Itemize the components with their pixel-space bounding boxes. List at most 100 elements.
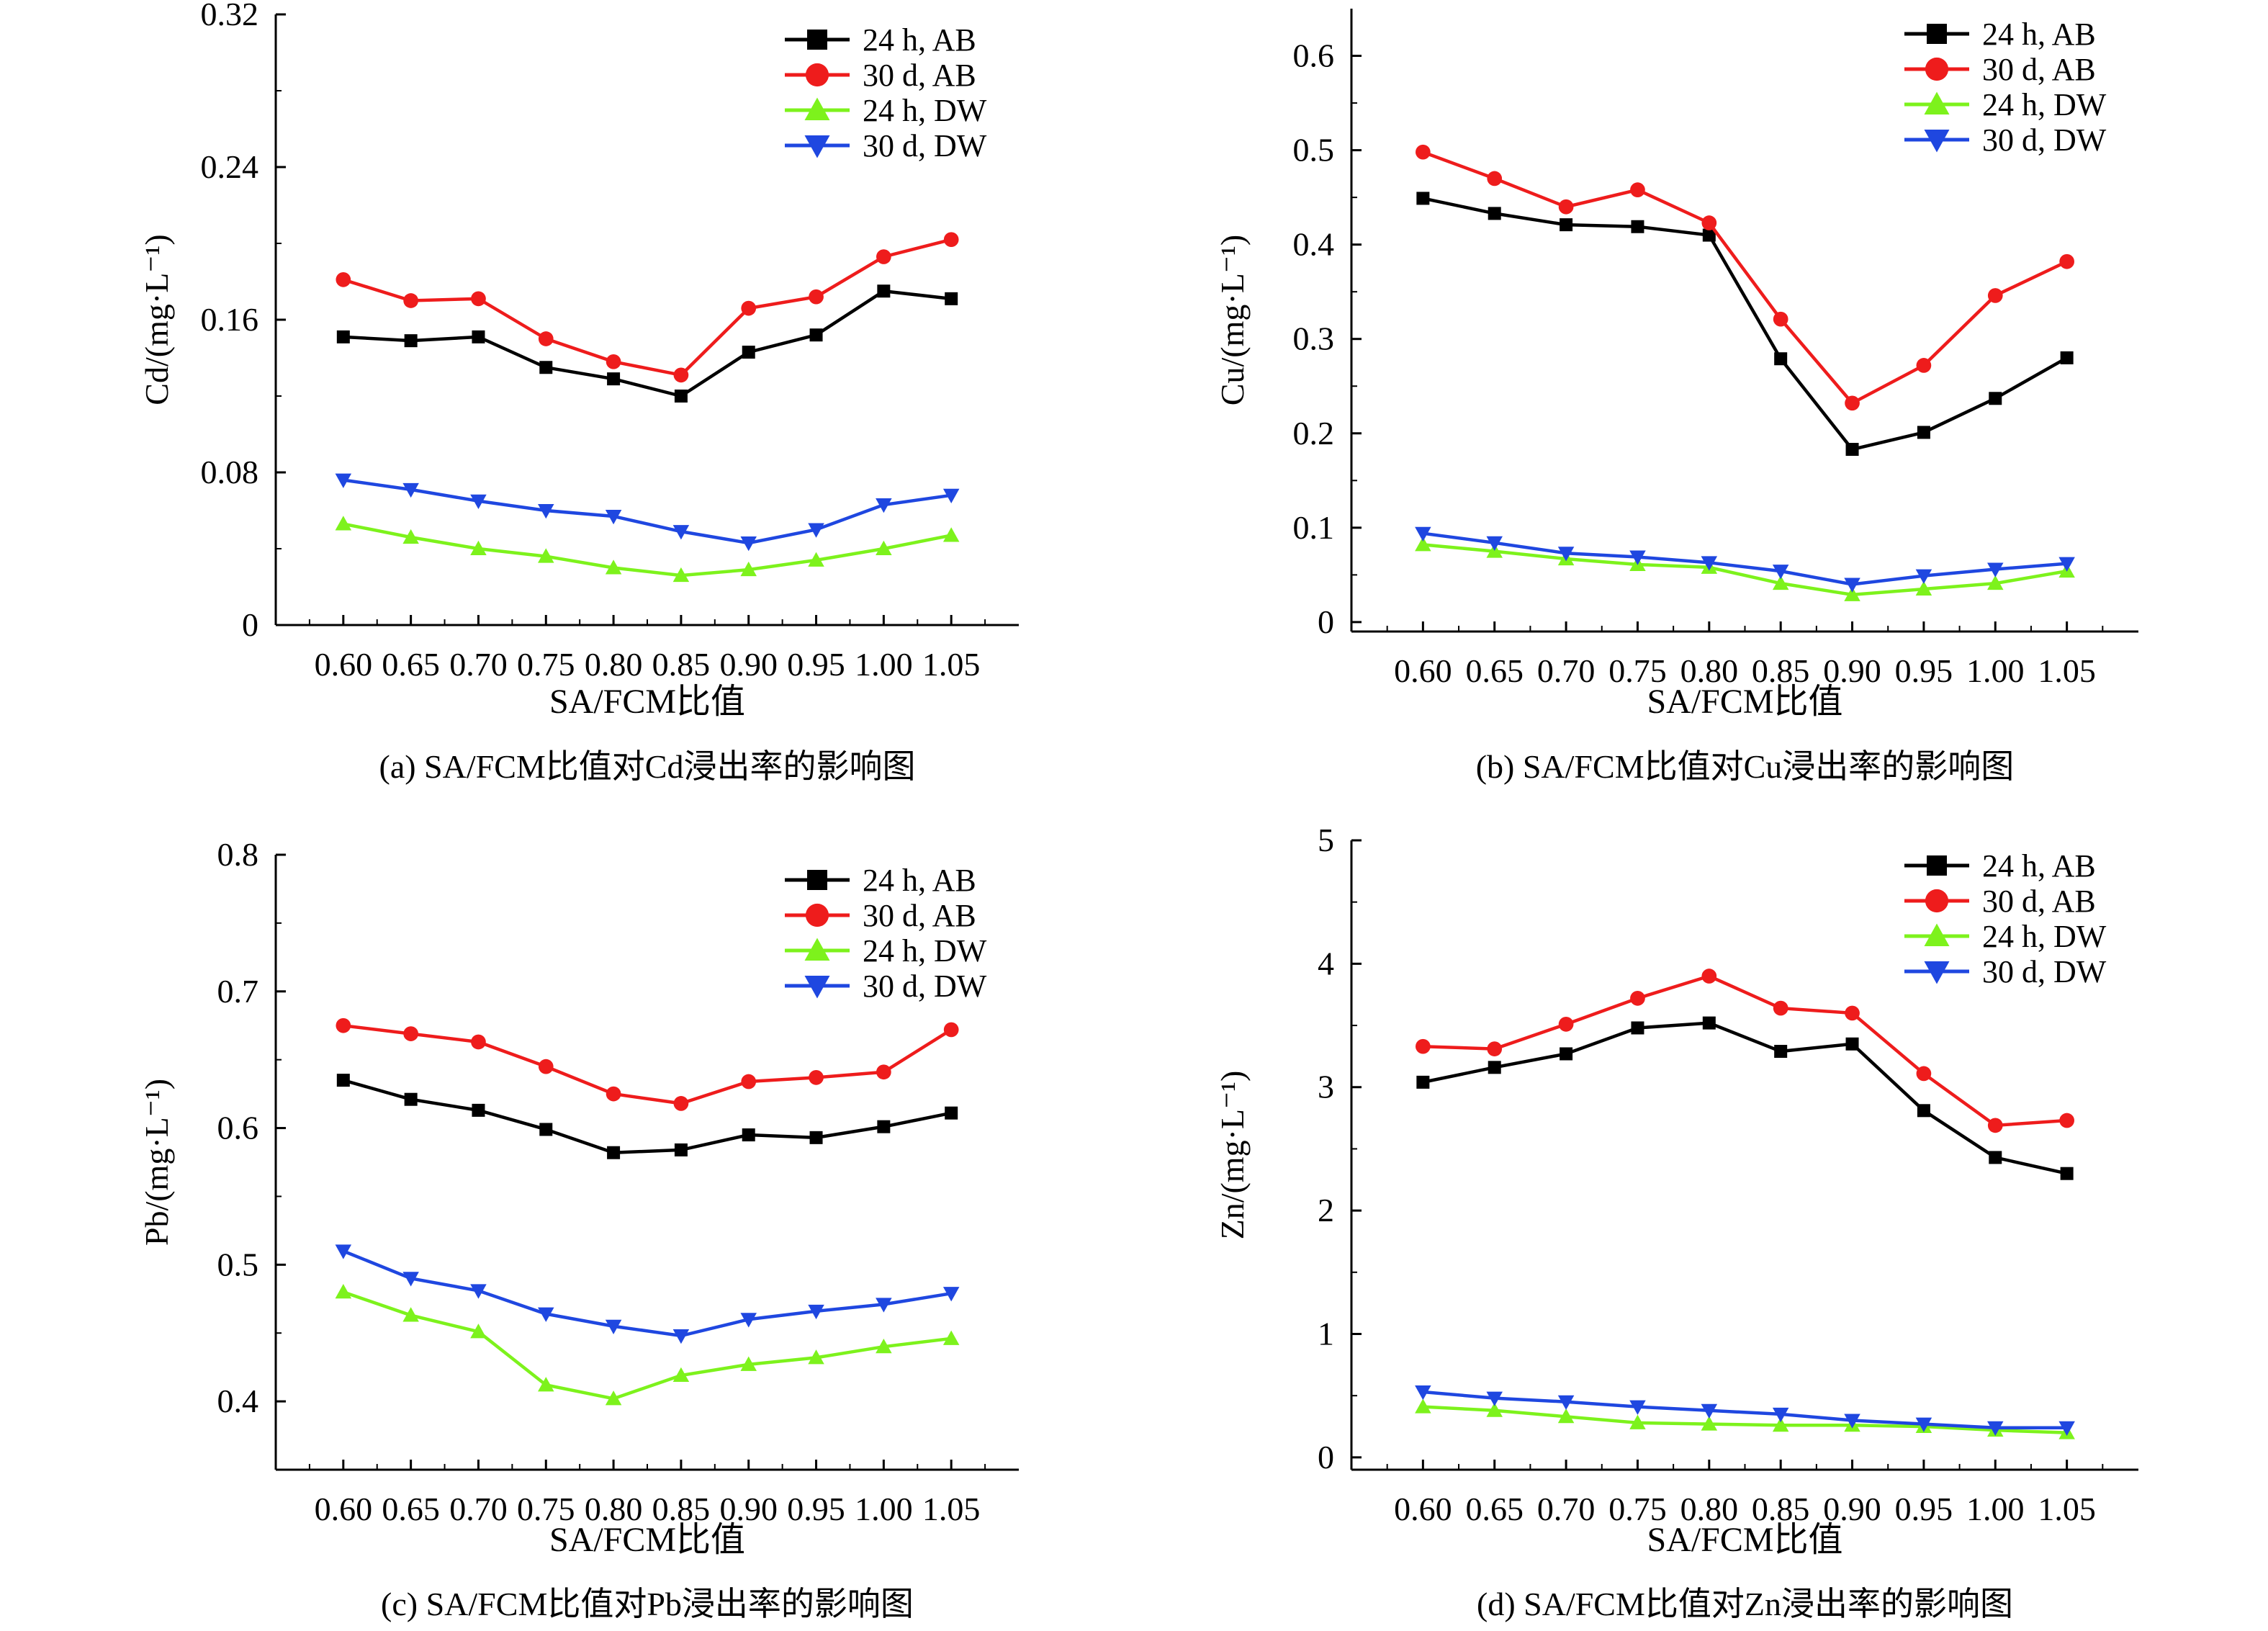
data-point xyxy=(809,289,824,305)
panel-d-zn: 0.60 0.65 0.70 0.75 0.80 0.85 0.90 0.95 1.00 1.05… xyxy=(1214,822,2138,1622)
data-point xyxy=(539,1123,553,1136)
data-point xyxy=(673,367,689,383)
data-point xyxy=(876,1338,892,1354)
data-point xyxy=(1773,311,1788,327)
data-point xyxy=(471,291,486,307)
data-point xyxy=(945,292,958,305)
data-point xyxy=(607,372,621,386)
data-point xyxy=(1915,1417,1932,1432)
data-point xyxy=(471,1034,486,1050)
x-axis-title: SA/FCM比值 xyxy=(549,1521,745,1559)
x-tick-label: 0.60 xyxy=(315,646,373,683)
data-point xyxy=(1845,1005,1860,1021)
legend-label: 30 d, DW xyxy=(1982,122,2107,158)
data-point xyxy=(1987,1421,2004,1436)
data-point xyxy=(1560,218,1573,232)
data-point xyxy=(1917,1104,1930,1118)
series-line xyxy=(343,1023,953,1105)
y-tick-label: 0.5 xyxy=(1293,132,1335,169)
data-point xyxy=(672,1329,690,1344)
data-point xyxy=(1557,1395,1575,1410)
y-tick-label: 0.4 xyxy=(1293,226,1335,263)
series-line xyxy=(1423,1405,2067,1434)
legend-label: 24 h, AB xyxy=(1982,848,2096,884)
data-point xyxy=(2060,1167,2074,1180)
data-point xyxy=(1774,352,1788,366)
x-tick-label: 0.95 xyxy=(1895,1491,1953,1527)
legend-marker xyxy=(1925,889,1949,913)
series-line xyxy=(343,478,952,545)
legend-marker xyxy=(804,938,830,961)
data-point xyxy=(1701,556,1718,571)
x-tick-label: 0.65 xyxy=(382,646,440,683)
data-point xyxy=(1772,565,1789,580)
data-point xyxy=(809,1069,824,1085)
legend-label: 24 h, AB xyxy=(1982,17,2096,52)
series-line xyxy=(1423,1390,2067,1429)
data-point xyxy=(1917,426,1930,439)
y-tick-label: 0.6 xyxy=(1293,37,1335,74)
x-tick-label: 1.00 xyxy=(1966,1491,2025,1527)
data-point xyxy=(1916,1066,1932,1082)
data-point xyxy=(1560,1047,1573,1061)
data-point xyxy=(605,1319,622,1334)
legend-label: 30 d, AB xyxy=(1982,52,2096,87)
data-point xyxy=(404,334,418,348)
series-line xyxy=(343,238,952,377)
x-tick-label: 0.85 xyxy=(1752,1491,1810,1527)
data-point xyxy=(1415,1398,1431,1414)
data-point xyxy=(404,1092,418,1106)
x-tick-label: 0.75 xyxy=(1608,652,1667,689)
y-tick-label: 0.24 xyxy=(201,148,259,185)
data-point xyxy=(808,552,824,567)
y-tick-label: 0 xyxy=(1318,1439,1334,1475)
y-tick-label: 0 xyxy=(1318,603,1334,640)
x-tick-label: 0.80 xyxy=(1680,652,1739,689)
data-point xyxy=(335,1244,352,1259)
data-point xyxy=(538,331,554,346)
data-point xyxy=(740,1313,757,1328)
data-point xyxy=(876,540,892,555)
data-point xyxy=(1844,586,1860,601)
data-point xyxy=(1630,991,1645,1006)
data-point xyxy=(876,1298,892,1313)
data-point xyxy=(1987,575,2004,590)
data-point xyxy=(1772,1417,1789,1432)
data-point xyxy=(1701,969,1717,984)
data-point xyxy=(1772,1407,1789,1423)
legend-marker xyxy=(1925,57,1949,81)
series-line xyxy=(1422,197,2068,451)
data-point xyxy=(1629,1414,1646,1429)
x-tick-label: 0.80 xyxy=(1680,1491,1739,1527)
data-point xyxy=(742,346,755,359)
data-point xyxy=(538,1059,554,1074)
data-point xyxy=(1701,1416,1718,1431)
x-tick-label: 1.05 xyxy=(2038,652,2096,689)
data-point xyxy=(538,504,554,519)
data-point xyxy=(470,1324,487,1339)
data-point xyxy=(605,1390,622,1406)
legend-marker xyxy=(1927,855,1947,876)
y-axis-title: Pb/(mg·L⁻¹) xyxy=(138,1079,175,1246)
data-point xyxy=(877,1120,891,1133)
data-point xyxy=(1557,547,1575,562)
legend-marker xyxy=(805,903,829,927)
data-point xyxy=(809,1131,823,1144)
x-tick-label: 0.90 xyxy=(719,1491,778,1527)
data-point xyxy=(539,361,553,374)
y-tick-label: 0.32 xyxy=(201,0,259,32)
x-tick-label: 0.60 xyxy=(315,1491,373,1527)
data-point xyxy=(741,1074,757,1089)
legend-label: 24 h, AB xyxy=(863,22,976,58)
x-tick-label: 0.90 xyxy=(1823,652,1881,689)
y-tick-label: 2 xyxy=(1318,1192,1334,1228)
legend-marker xyxy=(804,97,830,120)
y-tick-label: 3 xyxy=(1318,1069,1334,1105)
y-tick-label: 0.16 xyxy=(201,301,259,338)
x-tick-label: 0.85 xyxy=(652,646,711,683)
data-point xyxy=(1845,395,1860,411)
x-tick-label: 0.95 xyxy=(787,646,845,683)
data-point xyxy=(742,1128,755,1142)
series-line xyxy=(342,1249,952,1338)
